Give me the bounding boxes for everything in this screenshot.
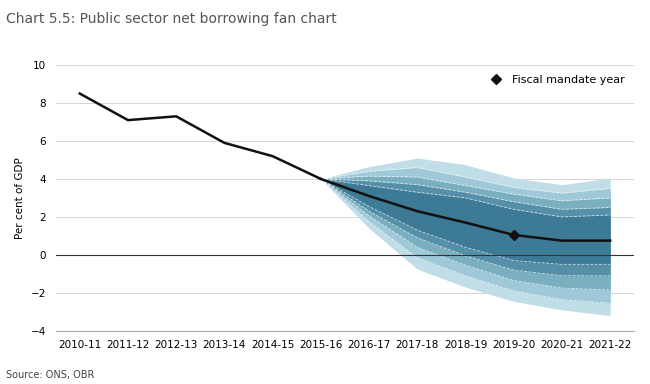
Legend: Fiscal mandate year: Fiscal mandate year [480, 71, 629, 89]
Y-axis label: Per cent of GDP: Per cent of GDP [15, 157, 25, 239]
Text: Source: ONS, OBR: Source: ONS, OBR [6, 370, 95, 380]
Text: Chart 5.5: Public sector net borrowing fan chart: Chart 5.5: Public sector net borrowing f… [6, 12, 337, 25]
